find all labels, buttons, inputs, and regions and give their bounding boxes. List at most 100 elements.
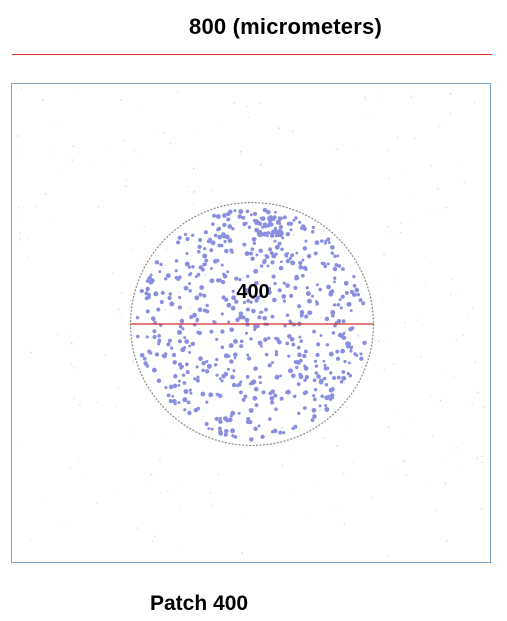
background-speckle <box>455 465 457 467</box>
background-speckle <box>387 555 390 557</box>
background-speckle <box>104 354 107 357</box>
cell-dot <box>152 329 157 334</box>
cell-dot <box>229 248 234 253</box>
cell-dot <box>177 401 181 405</box>
cell-dot <box>206 363 212 369</box>
cell-dot <box>318 378 324 384</box>
cell-dot <box>213 363 218 367</box>
cell-dot <box>264 352 269 357</box>
cell-dot <box>188 344 192 348</box>
cell-dot <box>337 264 342 268</box>
cell-dot <box>256 324 260 329</box>
cell-dot <box>299 310 305 315</box>
background-speckle <box>295 316 297 318</box>
cell-dot <box>299 358 303 363</box>
cell-dot <box>174 259 179 263</box>
background-speckle <box>243 518 244 520</box>
cell-dot <box>313 359 318 363</box>
cell-dot <box>282 431 286 435</box>
cell-dot <box>269 215 273 219</box>
background-speckle <box>161 492 163 494</box>
cell-dot <box>265 254 270 259</box>
cell-dot <box>144 291 149 296</box>
cell-dot <box>218 377 222 381</box>
cell-dot <box>296 382 301 387</box>
cell-dot <box>156 307 161 312</box>
background-speckle <box>312 319 314 321</box>
cell-dot <box>249 213 253 217</box>
cell-dot <box>253 426 258 432</box>
background-speckle <box>446 123 448 125</box>
cell-dot <box>217 226 222 231</box>
background-speckle <box>43 500 44 502</box>
cell-dot <box>197 249 201 254</box>
background-speckle <box>405 474 407 476</box>
cell-dot <box>332 303 337 307</box>
background-speckle <box>233 102 235 104</box>
background-speckle <box>209 492 212 494</box>
cell-dot <box>231 289 235 294</box>
cell-dot <box>253 211 258 216</box>
cell-dot <box>313 388 318 392</box>
cell-dot <box>262 258 267 263</box>
cell-dot <box>305 286 309 290</box>
background-speckle <box>400 168 402 170</box>
background-speckle <box>438 125 440 128</box>
background-speckle <box>472 306 475 309</box>
background-speckle <box>293 491 295 493</box>
cell-dot <box>135 315 140 320</box>
background-speckle <box>393 409 395 411</box>
cell-dot <box>263 337 268 342</box>
cell-dot <box>209 248 214 253</box>
background-speckle <box>192 268 194 270</box>
cell-dot <box>278 265 284 271</box>
cell-dot <box>252 241 257 245</box>
cell-dot <box>275 337 280 342</box>
cell-dot <box>270 230 275 235</box>
cell-dot <box>187 265 192 269</box>
cell-dot <box>178 324 183 329</box>
cell-dot <box>326 284 331 290</box>
cell-dot <box>335 349 340 354</box>
cell-dot <box>206 239 211 244</box>
background-speckle <box>379 95 381 97</box>
background-speckle <box>364 360 365 362</box>
background-speckle <box>292 234 295 236</box>
cell-dot <box>195 365 199 369</box>
cell-dot <box>249 300 253 304</box>
cell-dot <box>166 342 171 347</box>
cell-dot <box>156 378 162 383</box>
cell-dot <box>277 241 282 246</box>
background-speckle <box>169 142 172 145</box>
background-speckle <box>162 267 164 269</box>
cell-dot <box>279 231 284 236</box>
cell-dot <box>161 354 165 358</box>
background-speckle <box>78 460 80 462</box>
background-speckle <box>182 549 184 551</box>
cell-dot <box>282 299 286 303</box>
cell-dot <box>215 357 219 362</box>
cell-dot <box>239 380 243 384</box>
cell-dot <box>302 246 308 251</box>
cell-dot <box>324 406 330 412</box>
cell-dot <box>195 317 200 322</box>
cell-dot <box>160 290 165 295</box>
cell-dot <box>264 284 268 288</box>
background-speckle <box>247 116 250 118</box>
cell-dot <box>304 239 308 243</box>
cell-dot <box>349 289 354 294</box>
cell-dot <box>324 403 328 408</box>
cell-dot <box>345 341 351 347</box>
cell-dot <box>215 258 220 263</box>
cell-dot <box>198 356 203 361</box>
cell-dot <box>325 343 330 347</box>
background-speckle <box>69 521 71 523</box>
background-speckle <box>352 461 354 463</box>
cell-dot <box>174 269 178 273</box>
cell-dot <box>217 278 222 283</box>
cell-dot <box>146 295 151 300</box>
cell-dot <box>212 213 217 218</box>
cell-dot <box>154 352 160 357</box>
cell-dot <box>255 253 259 257</box>
cell-dot <box>292 218 296 222</box>
